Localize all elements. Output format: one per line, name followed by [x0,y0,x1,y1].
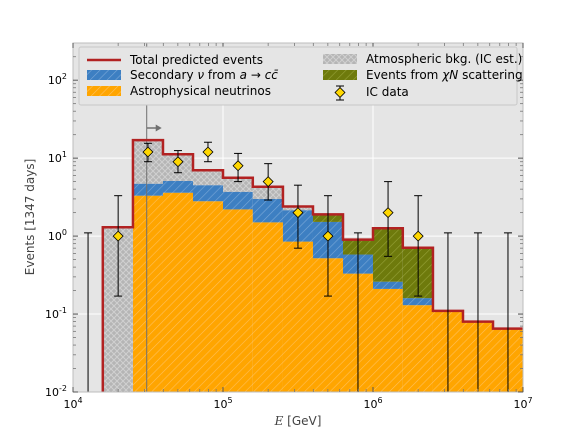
x-tick-label: 107 [513,396,532,411]
bar-segment-2 [373,281,403,289]
x-tick-label: 105 [213,396,232,411]
data-point [412,230,424,242]
bar-segment-1 [373,288,403,392]
bar-segment-2 [402,298,433,306]
legend-swatch-data [334,85,346,101]
data-point [292,207,304,219]
data-point [112,230,124,242]
y-tick-label: 100 [48,228,67,243]
axes: 104 105 106 107 10-2 10-1 100 101 102 [45,42,533,411]
bar-segment-1 [402,305,433,392]
bar-segment-1 [282,241,313,392]
x-axis-label: E [GeV] [274,414,322,428]
stacked-bars [102,140,523,392]
bar-segment-1 [132,195,163,392]
legend-label-data: IC data [366,85,409,99]
data-point [202,146,214,158]
legend-label-secondary: Secondary ν from a → cc̄ [130,68,279,82]
y-tick-label: 10-2 [45,384,67,399]
legend-label-astro: Astrophysical neutrinos [130,84,271,98]
legend-swatch-atmo [323,54,357,64]
data-point [262,176,274,188]
bar-segment-2 [223,191,253,210]
y-tick-label: 10-1 [45,306,67,321]
legend-swatch-chi [323,70,357,80]
y-tick-label: 102 [48,72,67,87]
legend-swatch-secondary [87,70,121,80]
bar-segment-1 [193,201,223,392]
bar-segment-2 [193,185,223,202]
total-line [101,138,523,392]
legend-swatch-astro [87,86,121,96]
bar-segment-1 [223,209,253,392]
bar-segment-2 [162,180,194,193]
data-point [382,207,394,219]
bar-segment-1 [252,222,283,392]
bar-segment-4 [223,177,253,192]
bar-segment-2 [252,198,283,223]
data-point [232,160,244,172]
ic-data-layer [84,141,512,392]
x-tick-label: 104 [63,396,82,411]
bar-segment-1 [162,192,194,392]
legend-label-atmo: Atmospheric bkg. (IC est.) [366,52,522,66]
bar-segment-2 [132,183,163,196]
data-point [172,156,184,168]
legend-box [78,46,518,106]
threshold-arrow-head [155,124,162,132]
legend-label-chi: Events from χN scattering [366,68,523,82]
legend-label-total: Total predicted events [129,53,263,67]
y-tick-label: 101 [48,150,67,165]
x-tick-label: 106 [363,396,382,411]
legend: Total predicted events Secondary ν from … [78,46,523,106]
data-point [322,230,334,242]
total-line-layer [101,138,523,392]
plot-frame [72,42,524,393]
data-point [142,146,154,158]
bar-segment-4 [193,170,223,186]
y-axis-label: Events [1347 days] [23,159,37,275]
